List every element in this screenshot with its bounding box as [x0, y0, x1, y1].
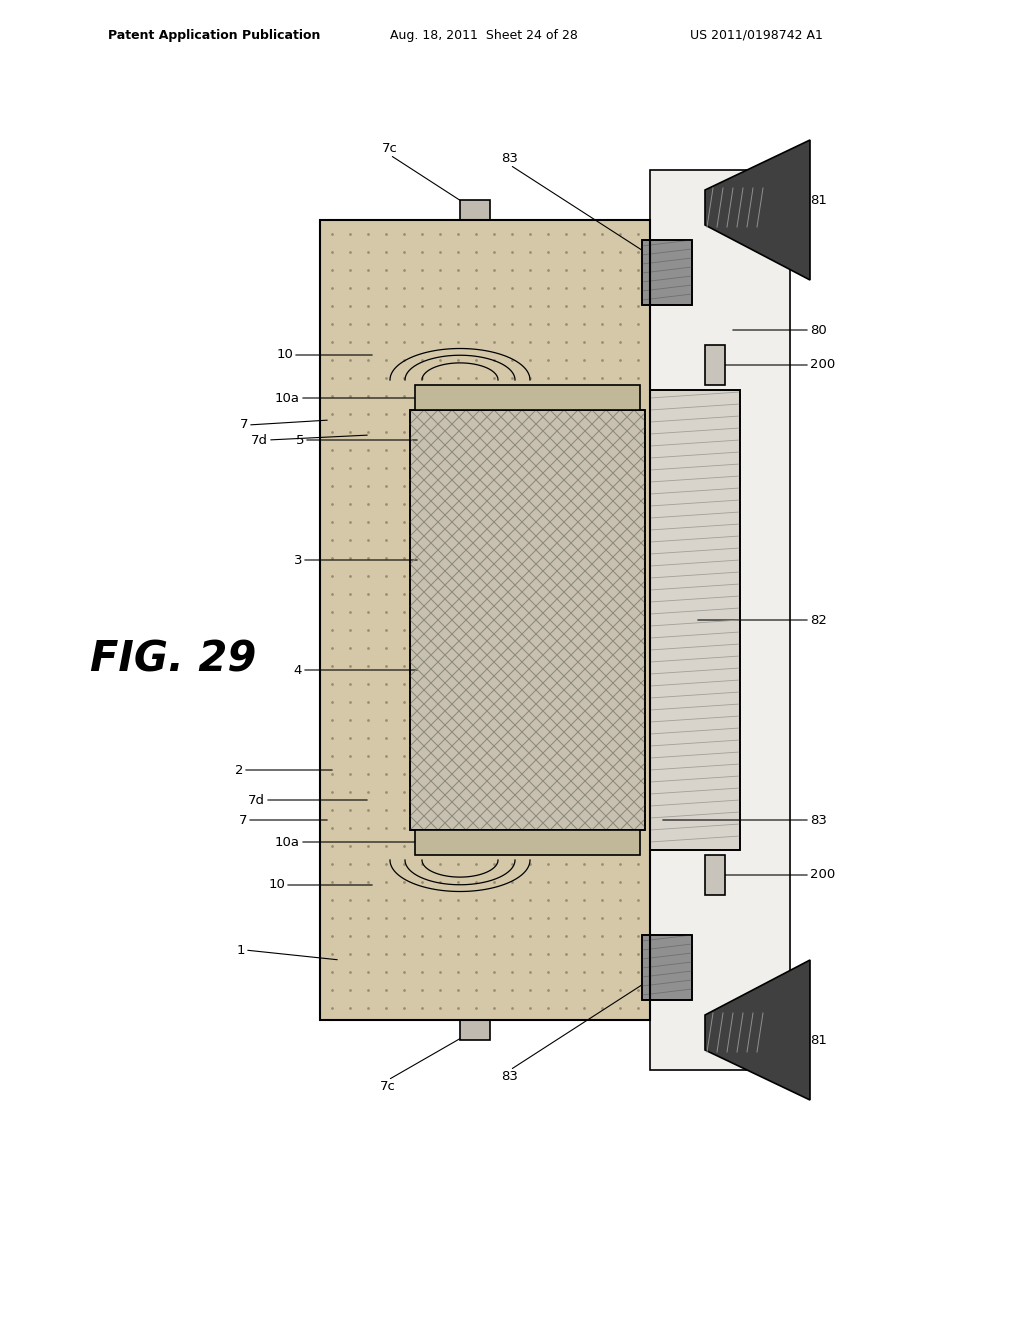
- Bar: [319, 220, 650, 1020]
- Text: 7: 7: [239, 813, 247, 826]
- Text: 10a: 10a: [275, 836, 300, 849]
- Text: 83: 83: [502, 1071, 518, 1082]
- Bar: [705, 855, 725, 895]
- Text: 5: 5: [296, 433, 304, 446]
- Bar: [642, 240, 692, 305]
- Text: 80: 80: [810, 323, 826, 337]
- Bar: [415, 385, 640, 411]
- Text: 83: 83: [810, 813, 826, 826]
- Text: 10a: 10a: [275, 392, 300, 404]
- Bar: [642, 240, 692, 305]
- Text: Aug. 18, 2011  Sheet 24 of 28: Aug. 18, 2011 Sheet 24 of 28: [390, 29, 578, 41]
- Text: 7c: 7c: [382, 143, 398, 154]
- Text: 83: 83: [502, 152, 518, 165]
- Text: 1: 1: [237, 944, 245, 957]
- Bar: [650, 389, 740, 850]
- Polygon shape: [705, 140, 810, 280]
- Text: 4: 4: [294, 664, 302, 676]
- Bar: [410, 411, 645, 830]
- Text: 82: 82: [810, 614, 826, 627]
- Bar: [650, 389, 740, 850]
- Text: 3: 3: [294, 553, 302, 566]
- Bar: [460, 201, 490, 220]
- Polygon shape: [705, 960, 810, 1100]
- Text: 7: 7: [240, 418, 248, 432]
- Text: 7d: 7d: [248, 793, 265, 807]
- Bar: [642, 935, 692, 1001]
- Bar: [319, 220, 650, 1020]
- Bar: [642, 935, 692, 1001]
- Bar: [415, 830, 640, 855]
- Bar: [705, 345, 725, 385]
- Text: 10: 10: [268, 879, 285, 891]
- Text: 10: 10: [276, 348, 293, 362]
- Text: 7c: 7c: [380, 1080, 396, 1093]
- Text: US 2011/0198742 A1: US 2011/0198742 A1: [690, 29, 823, 41]
- Text: 200: 200: [810, 359, 836, 371]
- Text: 2: 2: [234, 763, 243, 776]
- Text: Patent Application Publication: Patent Application Publication: [108, 29, 321, 41]
- Text: 81: 81: [810, 1034, 826, 1047]
- Bar: [650, 170, 790, 1071]
- Text: 200: 200: [810, 869, 836, 882]
- Text: 81: 81: [810, 194, 826, 206]
- Bar: [410, 411, 645, 830]
- Text: FIG. 29: FIG. 29: [90, 639, 256, 681]
- Text: 7d: 7d: [251, 433, 268, 446]
- Bar: [460, 1020, 490, 1040]
